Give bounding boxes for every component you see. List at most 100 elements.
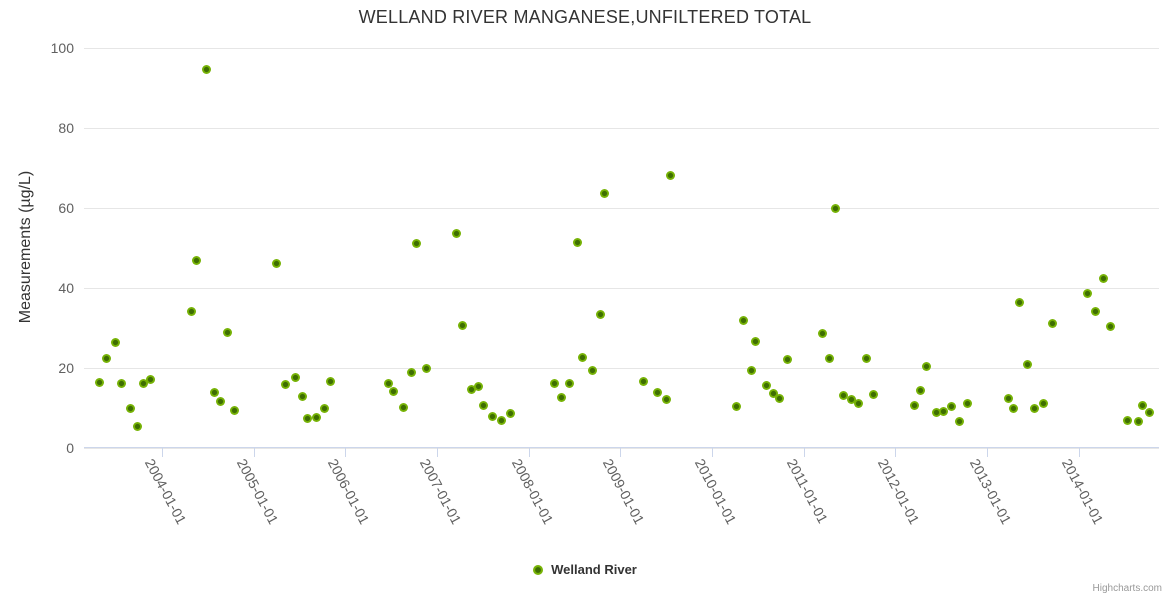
- data-point[interactable]: [95, 377, 105, 387]
- data-point[interactable]: [458, 321, 468, 330]
- data-point[interactable]: [421, 363, 431, 373]
- data-point[interactable]: [326, 377, 336, 386]
- data-point[interactable]: [473, 381, 483, 391]
- data-point[interactable]: [831, 203, 841, 213]
- data-point[interactable]: [775, 394, 785, 404]
- data-point[interactable]: [319, 403, 329, 413]
- data-point[interactable]: [383, 379, 393, 388]
- data-point[interactable]: [186, 307, 196, 316]
- data-point[interactable]: [549, 378, 559, 388]
- data-point[interactable]: [110, 337, 120, 347]
- data-point[interactable]: [600, 189, 610, 198]
- data-point[interactable]: [782, 355, 792, 364]
- data-point[interactable]: [1039, 399, 1049, 409]
- legend-item-welland-river[interactable]: Welland River: [533, 562, 637, 577]
- data-point[interactable]: [939, 407, 949, 416]
- data-point[interactable]: [824, 354, 834, 364]
- data-point[interactable]: [412, 239, 422, 248]
- data-point[interactable]: [578, 353, 588, 362]
- data-point[interactable]: [398, 403, 408, 412]
- data-point[interactable]: [638, 377, 648, 386]
- data-point[interactable]: [488, 411, 498, 421]
- data-point[interactable]: [389, 387, 399, 396]
- data-point[interactable]: [738, 315, 748, 325]
- data-point[interactable]: [1047, 318, 1057, 328]
- data-point[interactable]: [1106, 321, 1116, 331]
- data-point[interactable]: [1003, 394, 1013, 404]
- data-point[interactable]: [915, 385, 925, 395]
- data-point[interactable]: [451, 228, 461, 238]
- data-point[interactable]: [281, 379, 291, 389]
- data-point[interactable]: [146, 375, 156, 384]
- x-axis-tick: [987, 447, 989, 457]
- x-axis-tick-label: 2009-01-01: [600, 456, 648, 527]
- data-point[interactable]: [1009, 404, 1019, 414]
- data-point[interactable]: [661, 395, 671, 404]
- data-point[interactable]: [1090, 306, 1100, 316]
- data-point[interactable]: [297, 391, 307, 401]
- data-point[interactable]: [932, 407, 942, 417]
- y-axis-title: Measurements (µg/L): [17, 170, 34, 324]
- data-point[interactable]: [838, 391, 848, 400]
- data-point[interactable]: [1083, 289, 1093, 298]
- data-point[interactable]: [406, 367, 416, 377]
- data-point[interactable]: [1030, 404, 1040, 414]
- x-axis-tick: [712, 447, 714, 457]
- data-point[interactable]: [126, 403, 136, 413]
- gridline: [84, 127, 1159, 129]
- data-point[interactable]: [1022, 359, 1032, 369]
- data-point[interactable]: [229, 406, 239, 416]
- data-point[interactable]: [955, 417, 965, 426]
- data-point[interactable]: [588, 365, 598, 375]
- data-point[interactable]: [202, 65, 212, 75]
- data-point[interactable]: [291, 372, 301, 382]
- data-point[interactable]: [868, 389, 878, 399]
- data-point[interactable]: [564, 378, 574, 388]
- data-point[interactable]: [732, 401, 742, 411]
- highcharts-credit[interactable]: Highcharts.com: [1092, 583, 1162, 594]
- data-point[interactable]: [854, 398, 864, 408]
- data-point[interactable]: [572, 238, 582, 248]
- x-axis-tick-label: 2005-01-01: [233, 456, 282, 527]
- data-point[interactable]: [139, 379, 149, 388]
- data-point[interactable]: [496, 415, 506, 425]
- data-point[interactable]: [1133, 417, 1143, 426]
- data-point[interactable]: [209, 387, 219, 397]
- x-axis-tick-label: 2006-01-01: [325, 456, 373, 527]
- data-point[interactable]: [817, 329, 827, 339]
- data-point[interactable]: [192, 255, 202, 265]
- data-point[interactable]: [303, 413, 313, 423]
- data-point[interactable]: [216, 397, 226, 407]
- data-point[interactable]: [1014, 297, 1024, 307]
- data-point[interactable]: [963, 398, 973, 408]
- data-point[interactable]: [1122, 415, 1132, 425]
- data-point[interactable]: [312, 413, 322, 422]
- legend-label: Welland River: [551, 562, 637, 577]
- data-point[interactable]: [595, 310, 605, 320]
- data-point[interactable]: [102, 353, 112, 363]
- data-point[interactable]: [761, 381, 771, 390]
- data-point[interactable]: [910, 401, 920, 410]
- data-point[interactable]: [1144, 407, 1154, 417]
- x-axis-tick: [528, 447, 530, 457]
- data-point[interactable]: [861, 354, 871, 364]
- data-point[interactable]: [132, 421, 142, 431]
- data-point[interactable]: [117, 379, 127, 388]
- data-point[interactable]: [505, 409, 515, 418]
- data-point[interactable]: [666, 171, 676, 180]
- data-point[interactable]: [846, 395, 856, 405]
- data-point[interactable]: [479, 401, 489, 410]
- data-point[interactable]: [750, 336, 760, 346]
- data-point[interactable]: [746, 365, 756, 375]
- x-axis-tick-label: 2013-01-01: [966, 456, 1015, 527]
- data-point[interactable]: [272, 259, 282, 269]
- data-point[interactable]: [1138, 401, 1148, 410]
- data-point[interactable]: [652, 387, 662, 397]
- data-point[interactable]: [922, 361, 932, 371]
- data-point[interactable]: [1098, 273, 1108, 283]
- data-point[interactable]: [222, 328, 232, 338]
- data-point[interactable]: [557, 392, 567, 402]
- data-point[interactable]: [768, 388, 778, 398]
- data-point[interactable]: [946, 401, 956, 411]
- data-point[interactable]: [467, 385, 477, 394]
